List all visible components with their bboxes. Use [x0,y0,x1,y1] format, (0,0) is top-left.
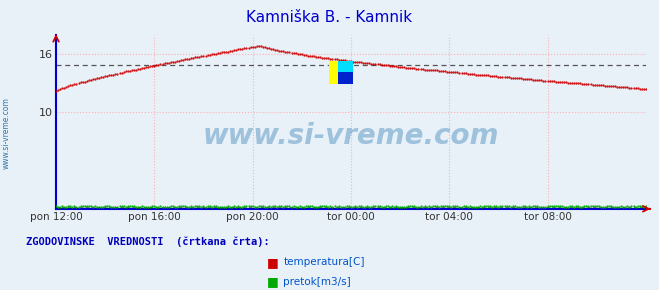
Text: www.si-vreme.com: www.si-vreme.com [203,122,499,150]
Text: pretok[m3/s]: pretok[m3/s] [283,277,351,287]
Text: www.si-vreme.com: www.si-vreme.com [2,97,11,169]
Text: temperatura[C]: temperatura[C] [283,258,365,267]
Text: ■: ■ [267,276,279,288]
Text: Kamniška B. - Kamnik: Kamniška B. - Kamnik [246,10,413,25]
Bar [328,61,347,84]
Bar [338,72,353,84]
Text: ZGODOVINSKE  VREDNOSTI  (črtkana črta):: ZGODOVINSKE VREDNOSTI (črtkana črta): [26,237,270,247]
Bar [338,61,353,73]
Text: ■: ■ [267,256,279,269]
